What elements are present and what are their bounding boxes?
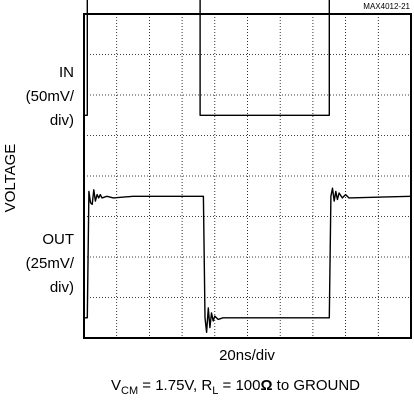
in-label-line-1: IN — [59, 64, 74, 81]
caption-omega: Ω — [260, 377, 272, 394]
caption-rl-subscript: L — [212, 385, 218, 397]
traces — [84, 0, 412, 333]
caption-vcm-subscript: CM — [121, 385, 138, 397]
out-label-line-1: OUT — [42, 231, 74, 248]
plot-frame — [83, 13, 412, 339]
figure-id: MAX4012-21 — [363, 2, 410, 11]
x-axis-label: 20ns/div — [219, 347, 275, 364]
in-label-line-2: (50mV/ — [26, 88, 75, 105]
test-conditions-caption: VCM = 1.75V, RL = 100Ω to GROUND — [111, 377, 360, 397]
grid — [84, 14, 411, 338]
in-label-line-3: div) — [50, 112, 74, 129]
out-trace — [84, 187, 412, 333]
in-trace — [84, 0, 330, 117]
caption-tail: to GROUND — [273, 377, 361, 394]
out-label-line-2: (25mV/ — [26, 255, 75, 272]
caption-rl: = 1.75V, R — [138, 377, 212, 394]
y-axis-label: VOLTAGE — [2, 144, 19, 213]
caption-rl-value: = 100 — [218, 377, 260, 394]
out-label-line-3: div) — [50, 279, 74, 296]
caption-vcm: V — [111, 377, 121, 394]
